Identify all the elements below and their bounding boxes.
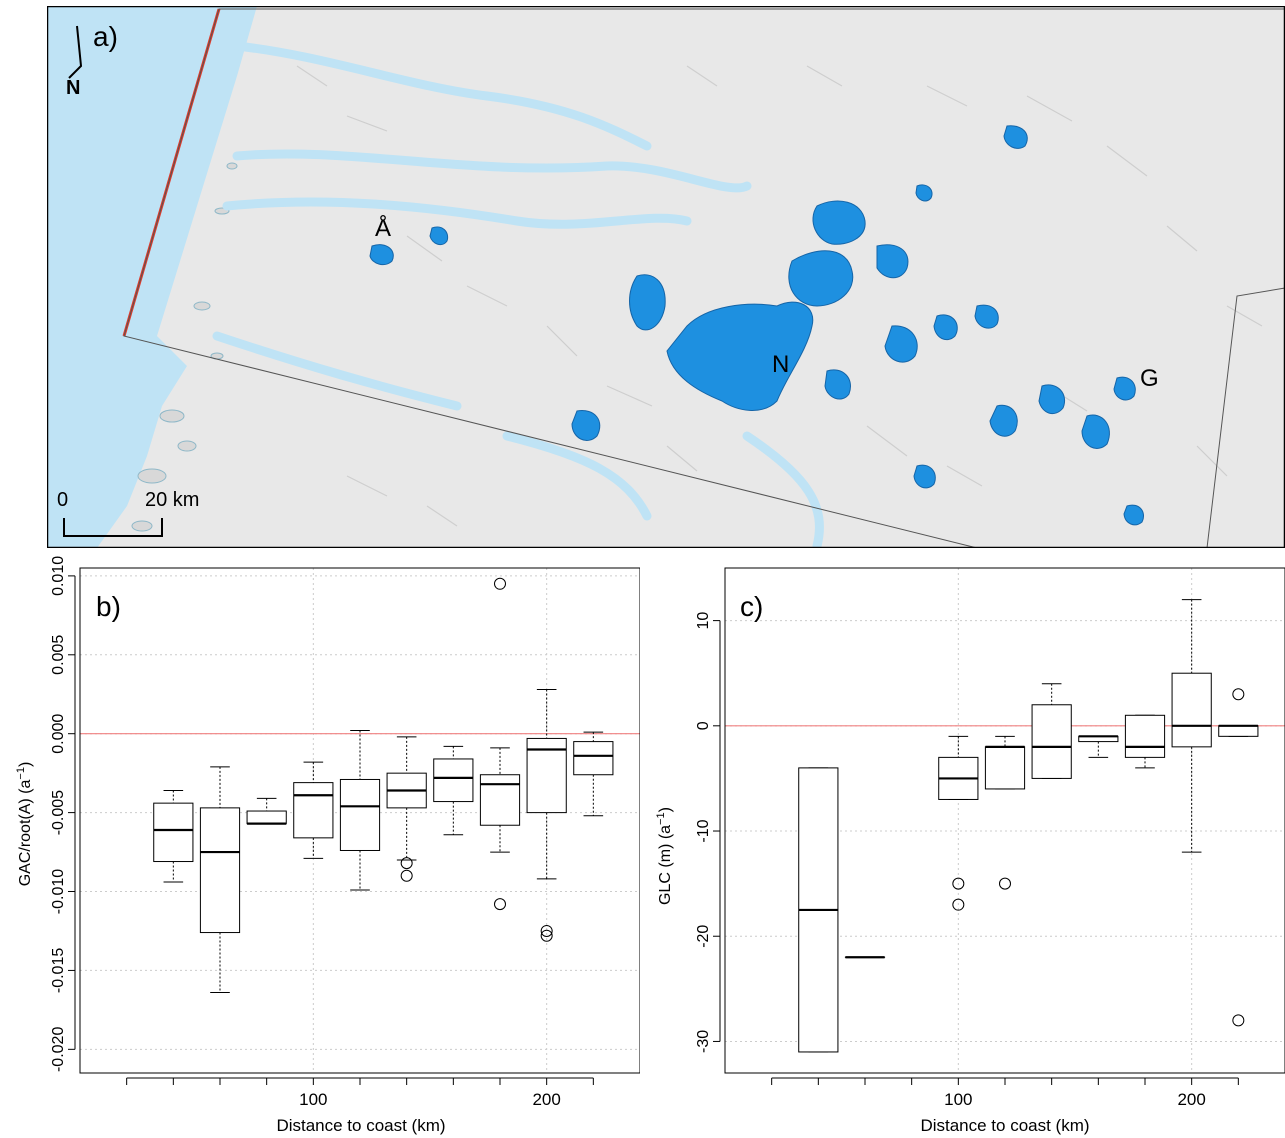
iqr-box: [433, 758, 474, 803]
chart-c-x-tick-label: 100: [944, 1090, 972, 1109]
place-label-g: G: [1140, 365, 1159, 392]
iqr-box: [293, 782, 334, 839]
chart-c-box-100: [938, 735, 979, 911]
iqr-box: [199, 807, 241, 934]
land-background: [47, 6, 1285, 548]
chart-c-box-220: [1218, 688, 1259, 1027]
chart-b-box-180: [479, 577, 521, 911]
iqr-box: [246, 810, 287, 825]
chart-c-box-200: [1171, 599, 1212, 853]
chart-c-ylabel-close: ): [657, 807, 674, 812]
chart-c-box-160: [1078, 735, 1119, 758]
relief-map: Å N G a) N 0 20 km: [47, 6, 1285, 548]
chart-b-y-tick-label: -0.005: [50, 790, 67, 835]
chart-b-box-100: [293, 761, 334, 859]
chart-b-box-140: [386, 736, 427, 882]
outlier-point: [952, 877, 965, 890]
north-arrow-icon: N: [66, 25, 83, 99]
chart-b-y-tick-label: -0.010: [50, 869, 67, 914]
scale-bar: 0 20 km: [57, 489, 199, 537]
chart-c-y-tick-label: -10: [695, 819, 712, 842]
chart-b-y-tick-label: 0.005: [50, 635, 67, 675]
chart-c-boxes: [798, 599, 1259, 1053]
iqr-box: [153, 802, 194, 863]
chart-b-x-tick-label: 100: [299, 1090, 327, 1109]
north-arrow-label: N: [66, 77, 80, 99]
chart-b-ylabel-sup: −1: [15, 767, 27, 780]
iqr-box: [339, 778, 381, 851]
iqr-box: [1031, 704, 1072, 779]
outlier-point: [400, 857, 413, 870]
fjords: [212, 41, 824, 548]
chart-b-axes: 100 200 0.010 0.005 0.000 -0.005 -0.010 -0.015 -…: [50, 556, 640, 1109]
chart-c-box-40: [798, 767, 839, 1053]
iqr-box: [573, 741, 614, 776]
chart-c-box-140: [1031, 683, 1072, 779]
chart-c-xlabel: Distance to coast (km): [920, 1116, 1089, 1135]
chart-b-x-tick-label: 200: [532, 1090, 560, 1109]
iqr-box: [1124, 714, 1166, 758]
place-label-n: N: [772, 351, 789, 378]
glaciers: [369, 125, 1144, 526]
chart-c-y-tick-label: -30: [695, 1030, 712, 1053]
chart-c-ylabel-main: GLC (m) (a: [657, 825, 674, 905]
chart-c-panel-label: c): [740, 591, 763, 622]
outlier-point: [540, 929, 553, 942]
outlier-point: [952, 898, 965, 911]
outlier-point: [400, 869, 413, 882]
outlier-point: [1232, 1014, 1245, 1027]
chart-c-x-tick-label: 200: [1177, 1090, 1205, 1109]
study-area-outline: [123, 8, 1285, 548]
chart-b-boxes: [153, 577, 614, 994]
iqr-box: [526, 737, 567, 814]
chart-b-ylabel: GAC/root(A) (a−1): [15, 762, 34, 887]
iqr-box: [984, 746, 1026, 790]
outlier-point: [1232, 688, 1245, 701]
chart-b-box-220: [573, 731, 614, 817]
chart-b-ylabel-main: GAC/root(A) (a: [17, 779, 34, 886]
terrain-shading: [296, 65, 1263, 527]
scale-bar-start: 0: [57, 489, 68, 511]
chart-b: 100 200 0.010 0.005 0.000 -0.005 -0.010 -0.015 -…: [15, 556, 640, 1135]
chart-b-y-tick-label: -0.020: [50, 1027, 67, 1072]
chart-b-panel-label: b): [96, 591, 121, 622]
chart-b-box-80: [246, 797, 287, 825]
coastal-islands: [131, 162, 238, 532]
outlier-point: [494, 577, 506, 590]
outlier-point: [494, 898, 506, 911]
chart-b-box-200: [526, 689, 567, 942]
iqr-box: [1171, 672, 1212, 748]
chart-c-box-180: [1124, 714, 1166, 769]
chart-b-ylabel-close: ): [17, 762, 34, 767]
outlier-point: [999, 877, 1011, 890]
chart-b-y-tick-label: -0.015: [50, 948, 67, 993]
chart-c-ylabel: GLC (m) (a−1): [655, 807, 674, 905]
chart-c-box-120: [984, 735, 1026, 890]
chart-b-plot-frame: [79, 567, 640, 1074]
chart-c-y-tick-label: 10: [695, 612, 712, 630]
chart-c-y-tick-label: -20: [695, 925, 712, 948]
chart-b-y-tick-label: 0.000: [50, 714, 67, 754]
chart-b-box-40: [153, 790, 194, 883]
chart-b-box-60: [199, 766, 241, 994]
chart-b-y-tick-label: 0.010: [50, 556, 67, 596]
panel-label-a: a): [93, 21, 118, 52]
iqr-box: [479, 774, 521, 826]
scale-bar-end: 20 km: [145, 489, 199, 511]
chart-c-plot-frame: [724, 567, 1285, 1074]
place-label-aa: Å: [375, 214, 391, 242]
sea-area: [47, 6, 257, 548]
chart-c-y-tick-label: 0: [695, 721, 712, 730]
iqr-box: [1218, 725, 1259, 737]
chart-b-xlabel: Distance to coast (km): [276, 1116, 445, 1135]
chart-c-ylabel-sup: −1: [655, 812, 667, 825]
chart-b-box-120: [339, 730, 381, 891]
outlier-point: [540, 924, 553, 937]
chart-b-box-160: [433, 745, 474, 836]
